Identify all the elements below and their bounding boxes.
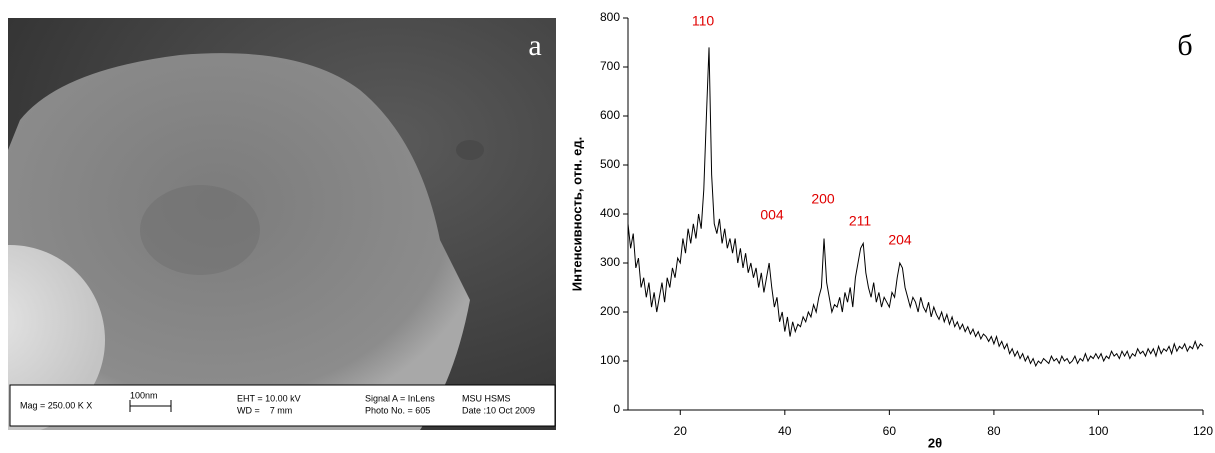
- x-tick-label: 40: [778, 424, 792, 438]
- y-axis-label: Интенсивность, отн. ед.: [569, 137, 584, 291]
- y-tick-label: 200: [600, 304, 620, 318]
- y-tick-label: 500: [600, 157, 620, 171]
- sem-image: [8, 18, 556, 430]
- panel-label: б: [1177, 29, 1192, 62]
- y-tick-label: 0: [613, 402, 620, 416]
- y-tick-label: 400: [600, 206, 620, 220]
- info-bar: [9, 384, 556, 427]
- x-tick-label: 80: [987, 424, 1001, 438]
- peak-annotation: 204: [888, 232, 912, 248]
- x-axis-label: 2θ: [928, 435, 942, 448]
- y-tick-label: 800: [600, 10, 620, 24]
- y-tick-label: 100: [600, 353, 620, 367]
- peak-annotation: 211: [849, 213, 872, 229]
- x-tick-label: 120: [1193, 424, 1213, 438]
- info-text: Photo No. = 605: [365, 405, 430, 415]
- x-tick-label: 20: [674, 424, 688, 438]
- peak-annotation: 004: [760, 207, 784, 223]
- peak-annotation: 200: [811, 191, 835, 207]
- y-tick-label: 700: [600, 59, 620, 73]
- info-text: EHT = 10.00 kV: [237, 393, 301, 403]
- x-tick-label: 60: [883, 424, 897, 438]
- texture: [140, 185, 260, 275]
- info-text: Signal A = InLens: [365, 393, 435, 403]
- info-text: WD = 7 mm: [237, 405, 292, 415]
- small-particle: [8, 245, 105, 430]
- info-text: Mag = 250.00 K X: [20, 400, 92, 410]
- info-text: Date :10 Oct 2009: [462, 405, 535, 415]
- x-tick-label: 100: [1088, 424, 1108, 438]
- scale-bar: [129, 400, 172, 412]
- xrd-line: [627, 47, 1204, 368]
- y-tick-label: 300: [600, 255, 620, 269]
- panel-label: а: [528, 29, 541, 62]
- info-text: 100nm: [130, 390, 158, 400]
- peak-annotation: 110: [692, 13, 715, 29]
- y-tick-label: 600: [600, 108, 620, 122]
- info-text: MSU HSMS: [462, 393, 511, 403]
- texture: [456, 140, 484, 160]
